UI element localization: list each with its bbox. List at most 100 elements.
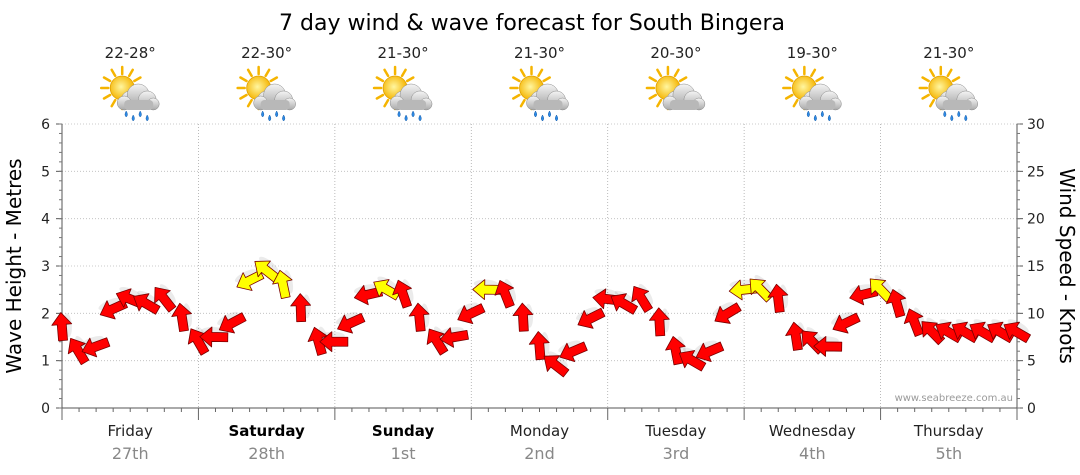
sun-cloud-rain-icon xyxy=(509,65,569,122)
sun-ray xyxy=(110,68,117,78)
left-tick-label: 1 xyxy=(41,354,50,370)
sun-cloud-rain-icon xyxy=(918,65,979,122)
sun-ray xyxy=(375,76,385,83)
wind-arrow-marker xyxy=(558,340,588,362)
cloud-shape xyxy=(799,83,842,111)
raindrop xyxy=(418,114,422,122)
sun-ray xyxy=(921,93,930,100)
wind-arrow-marker xyxy=(254,256,281,283)
raindrop xyxy=(943,110,947,118)
right-axis-ticks: 0 5 10 15 20 25 30 xyxy=(1017,117,1045,417)
raindrop xyxy=(950,114,954,122)
sun-ray xyxy=(648,76,658,83)
left-axis-ticks: 0 1 2 3 4 5 6 xyxy=(41,117,62,417)
wind-arrow-marker xyxy=(51,312,73,342)
chart-title: 7 day wind & wave forecast for South Bin… xyxy=(279,11,785,36)
raindrop xyxy=(124,110,128,118)
temperature-range-label: 22-28° xyxy=(105,44,156,62)
sun-ray xyxy=(375,93,385,100)
left-tick-label: 5 xyxy=(41,164,50,180)
temperature-range-label: 20-30° xyxy=(650,44,701,62)
raindrop xyxy=(275,110,279,118)
raindrop xyxy=(268,114,272,122)
raindrop xyxy=(548,110,551,118)
raindrop xyxy=(145,114,149,122)
raindrop xyxy=(404,114,408,122)
raindrop xyxy=(820,110,824,118)
raindrop xyxy=(397,110,401,118)
wind-arrow-marker xyxy=(886,288,908,319)
sun-ray xyxy=(102,76,112,83)
day-name-label: Thursday xyxy=(913,422,984,440)
wind-arrow-marker xyxy=(455,302,486,325)
right-tick-label: 10 xyxy=(1027,306,1045,322)
day-name-label: Monday xyxy=(510,422,569,440)
sun-ray xyxy=(673,68,680,78)
cloud-shape xyxy=(526,83,569,111)
day-date-label: 1st xyxy=(391,444,416,463)
sun-ray xyxy=(512,93,521,100)
sun-ray xyxy=(929,98,936,108)
left-tick-label: 0 xyxy=(41,401,50,417)
sun-cloud-icon xyxy=(645,65,706,111)
wind-arrow-marker xyxy=(290,293,312,323)
wind-arrow-marker xyxy=(694,340,725,362)
wind-arrow-marker xyxy=(439,326,469,348)
wind-arrow-marker xyxy=(392,279,414,309)
raindrop xyxy=(806,110,810,118)
left-tick-label: 6 xyxy=(41,117,50,133)
day-name-label: Friday xyxy=(107,422,153,440)
raindrop xyxy=(534,110,537,118)
right-tick-label: 25 xyxy=(1027,164,1045,180)
left-tick-label: 2 xyxy=(41,306,50,322)
wind-arrow-marker xyxy=(631,283,654,313)
wind-arrow-marker xyxy=(712,302,742,324)
cloud-shape xyxy=(253,83,296,111)
wind-arrow-marker xyxy=(512,302,534,332)
sun-ray xyxy=(656,68,663,78)
sun-ray xyxy=(815,76,824,83)
sun-ray xyxy=(246,98,253,108)
temperature-range-label: 21-30° xyxy=(923,44,974,62)
sun-ray xyxy=(519,98,526,108)
raindrop xyxy=(411,110,415,118)
bottom-axis-ticks xyxy=(61,408,1018,420)
wind-arrow-marker xyxy=(575,307,606,329)
sun-ray xyxy=(133,76,142,83)
wind-arrow-marker xyxy=(98,297,128,320)
day-date-label: 27th xyxy=(112,444,149,463)
wind-arrow-marker xyxy=(610,290,638,315)
sun-cloud-rain-icon xyxy=(99,65,160,122)
wind-arrow-marker xyxy=(272,269,294,299)
sun-ray xyxy=(784,93,794,100)
sun-ray xyxy=(512,76,521,83)
day-date-label: 4th xyxy=(799,444,826,463)
raindrop xyxy=(541,114,544,122)
left-axis-label: Wave Height - Metres xyxy=(2,158,26,373)
left-tick-label: 4 xyxy=(41,212,50,228)
sun-ray xyxy=(400,68,407,78)
day-date-label: 28th xyxy=(248,444,285,463)
sun-ray xyxy=(784,76,794,83)
sun-ray xyxy=(921,76,930,83)
wind-arrow-marker xyxy=(154,284,177,313)
day-name-label: Tuesday xyxy=(644,422,706,440)
sun-ray xyxy=(269,76,279,83)
right-axis-label: Wind Speed - Knots xyxy=(1055,168,1079,364)
wind-arrow-marker xyxy=(171,302,193,332)
wind-arrow-marker xyxy=(649,307,670,337)
sun-cloud-rain-icon xyxy=(236,65,296,122)
right-tick-label: 30 xyxy=(1027,117,1045,133)
wind-arrow-marker xyxy=(408,302,430,332)
sun-ray xyxy=(102,93,112,100)
day-name-label: Saturday xyxy=(228,422,305,440)
temperature-range-label: 21-30° xyxy=(378,44,429,62)
raindrop xyxy=(131,114,135,122)
raindrop xyxy=(964,114,968,122)
sun-ray xyxy=(264,68,271,78)
raindrop xyxy=(957,110,961,118)
sun-ray xyxy=(542,76,551,83)
raindrop xyxy=(282,114,286,122)
day-labels: Friday 27th Saturday 28th Sunday 1st Monday 2nd… xyxy=(107,422,983,463)
